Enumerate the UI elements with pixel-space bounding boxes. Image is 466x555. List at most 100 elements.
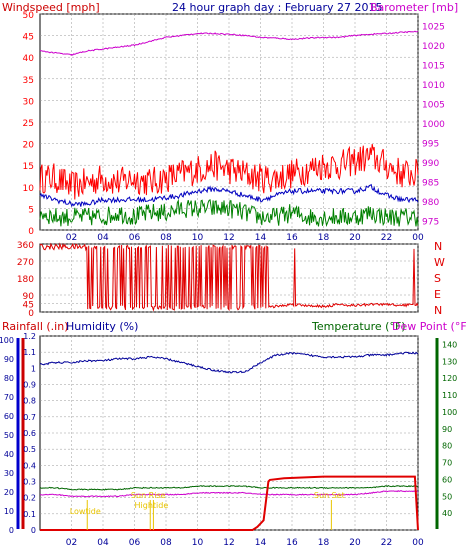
wind-tick-label: 25 xyxy=(23,119,34,129)
wind-tick-label: 50 xyxy=(23,11,35,21)
wind-tick-label: 35 xyxy=(23,76,34,86)
rain-tick-label: 0.2 xyxy=(23,494,36,503)
barometer-tick-label: 990 xyxy=(422,159,439,169)
humidity-tick-label: 90 xyxy=(4,355,14,364)
barometer-ticks: 975 980 985 990 995 1000 1005 1010 1015 1020 1025 xyxy=(422,23,445,228)
humidity-tick-label: 80 xyxy=(4,374,14,383)
wind-tick-label: 45 xyxy=(23,33,34,43)
barometer-tick-label: 1000 xyxy=(422,120,445,130)
annotation-label: Sun Set xyxy=(314,491,345,500)
barometer-tick-label: 1025 xyxy=(422,23,445,33)
humidity-tick-label: 30 xyxy=(4,469,14,478)
wind-axis-label: Windspeed [mph] xyxy=(2,1,100,14)
direction-line xyxy=(39,242,419,312)
rain-tick-label: 0.5 xyxy=(23,445,36,454)
temperature-axis-label: Temperature (°F) xyxy=(311,320,406,333)
direction-tick-label: 180 xyxy=(17,275,34,285)
compass-label: S xyxy=(434,272,441,285)
humidity-tick-label: 40 xyxy=(4,450,14,459)
hour-tick-label: 16 xyxy=(286,538,298,548)
barometer-tick-label: 975 xyxy=(422,217,439,227)
rain-ticks: 0 0.1 0.2 0.3 0.4 0.5 0.6 0.7 0.8 0.9 1 1.1 1.2 xyxy=(23,332,36,535)
rain-tick-label: 0.7 xyxy=(23,413,36,422)
hour-tick-label: 22 xyxy=(381,233,392,243)
rain-series xyxy=(39,351,419,531)
humidity-tick-label: 20 xyxy=(4,488,14,497)
temperature-tick-label: 110 xyxy=(442,391,457,400)
temperature-line xyxy=(39,485,418,491)
hour-tick-label: 00 xyxy=(412,233,424,243)
direction-series xyxy=(39,242,419,312)
humidity-axis-label: Humidity (%) xyxy=(66,320,138,333)
rain-axis-label: Rainfall (.in) xyxy=(2,320,69,333)
rain-tick-label: 0.9 xyxy=(23,381,36,390)
hour-tick-label: 04 xyxy=(97,233,109,243)
wind-hour-ticks: 02 04 06 08 10 12 14 16 18 20 22 00 xyxy=(66,233,424,243)
hour-tick-label: 08 xyxy=(160,233,172,243)
hour-tick-label: 12 xyxy=(223,538,234,548)
humidity-tick-label: 60 xyxy=(4,412,14,421)
barometer-tick-label: 1020 xyxy=(422,42,445,52)
hour-tick-label: 20 xyxy=(349,233,361,243)
wind-grid xyxy=(40,13,419,231)
hour-tick-label: 18 xyxy=(318,233,330,243)
hour-tick-label: 14 xyxy=(255,233,267,243)
rain-line xyxy=(40,475,419,531)
temperature-tick-label: 80 xyxy=(442,442,452,451)
temperature-tick-label: 70 xyxy=(442,459,452,468)
temperature-ticks: 40 50 60 70 80 90 100 110 120 130 140 xyxy=(442,340,457,518)
wind-tick-label: 5 xyxy=(28,205,34,215)
barometer-tick-label: 1005 xyxy=(422,101,445,111)
wind-low-line xyxy=(39,198,419,227)
temperature-tick-label: 50 xyxy=(442,492,452,501)
direction-tick-label: 270 xyxy=(17,258,34,268)
hour-tick-label: 14 xyxy=(255,538,267,548)
hour-tick-label: 10 xyxy=(192,538,204,548)
dewpoint-line xyxy=(39,490,419,498)
rain-tick-label: 0.1 xyxy=(23,510,36,519)
wind-tick-label: 40 xyxy=(23,54,35,64)
rain-hour-ticks: 02 04 06 08 10 12 14 16 18 20 22 00 xyxy=(66,538,424,548)
humidity-ticks: 0 10 20 30 40 50 60 70 80 90 100 xyxy=(0,336,14,535)
humidity-line xyxy=(39,351,419,374)
rain-tick-label: 0.6 xyxy=(23,429,36,438)
hour-tick-label: 06 xyxy=(129,233,141,243)
hour-tick-label: 08 xyxy=(160,538,172,548)
hour-tick-label: 04 xyxy=(97,538,109,548)
direction-tick-label: 90 xyxy=(23,292,35,302)
direction-tick-label: 360 xyxy=(17,241,34,251)
barometer-tick-label: 995 xyxy=(422,139,439,149)
annotation-label: Hightide xyxy=(135,501,169,510)
hour-tick-label: 20 xyxy=(349,538,361,548)
temperature-tick-label: 140 xyxy=(442,340,457,349)
barometer-tick-label: 1015 xyxy=(422,62,445,72)
temperature-tick-label: 120 xyxy=(442,374,457,383)
wind-series xyxy=(39,30,419,227)
humidity-tick-label: 50 xyxy=(4,431,14,440)
rain-tick-label: 0 xyxy=(31,526,36,535)
annotation-label: Sun Rise xyxy=(131,491,166,500)
compass-label: W xyxy=(434,256,445,269)
humidity-tick-label: 100 xyxy=(0,336,14,345)
compass-label: N xyxy=(434,304,442,317)
rain-tick-label: 1 xyxy=(31,364,36,373)
barometer-tick-label: 980 xyxy=(422,198,439,208)
humidity-tick-label: 70 xyxy=(4,393,14,402)
wind-gust-line xyxy=(39,144,419,200)
wind-tick-label: 0 xyxy=(28,227,34,237)
hour-tick-label: 02 xyxy=(66,233,77,243)
hour-tick-label: 16 xyxy=(286,233,298,243)
direction-tick-label: 0 xyxy=(28,309,34,319)
rain-tick-label: 0.4 xyxy=(23,461,36,470)
wind-ticks: 0 5 10 15 20 25 30 35 40 45 50 xyxy=(23,11,35,237)
annotation-label: Lowtide xyxy=(70,507,101,516)
barometer-tick-label: 1010 xyxy=(422,81,445,91)
barometer-line xyxy=(39,30,419,56)
direction-tick-label: 45 xyxy=(23,301,34,311)
wind-tick-label: 20 xyxy=(23,141,35,151)
hour-tick-label: 12 xyxy=(223,233,234,243)
temperature-tick-label: 90 xyxy=(442,425,452,434)
